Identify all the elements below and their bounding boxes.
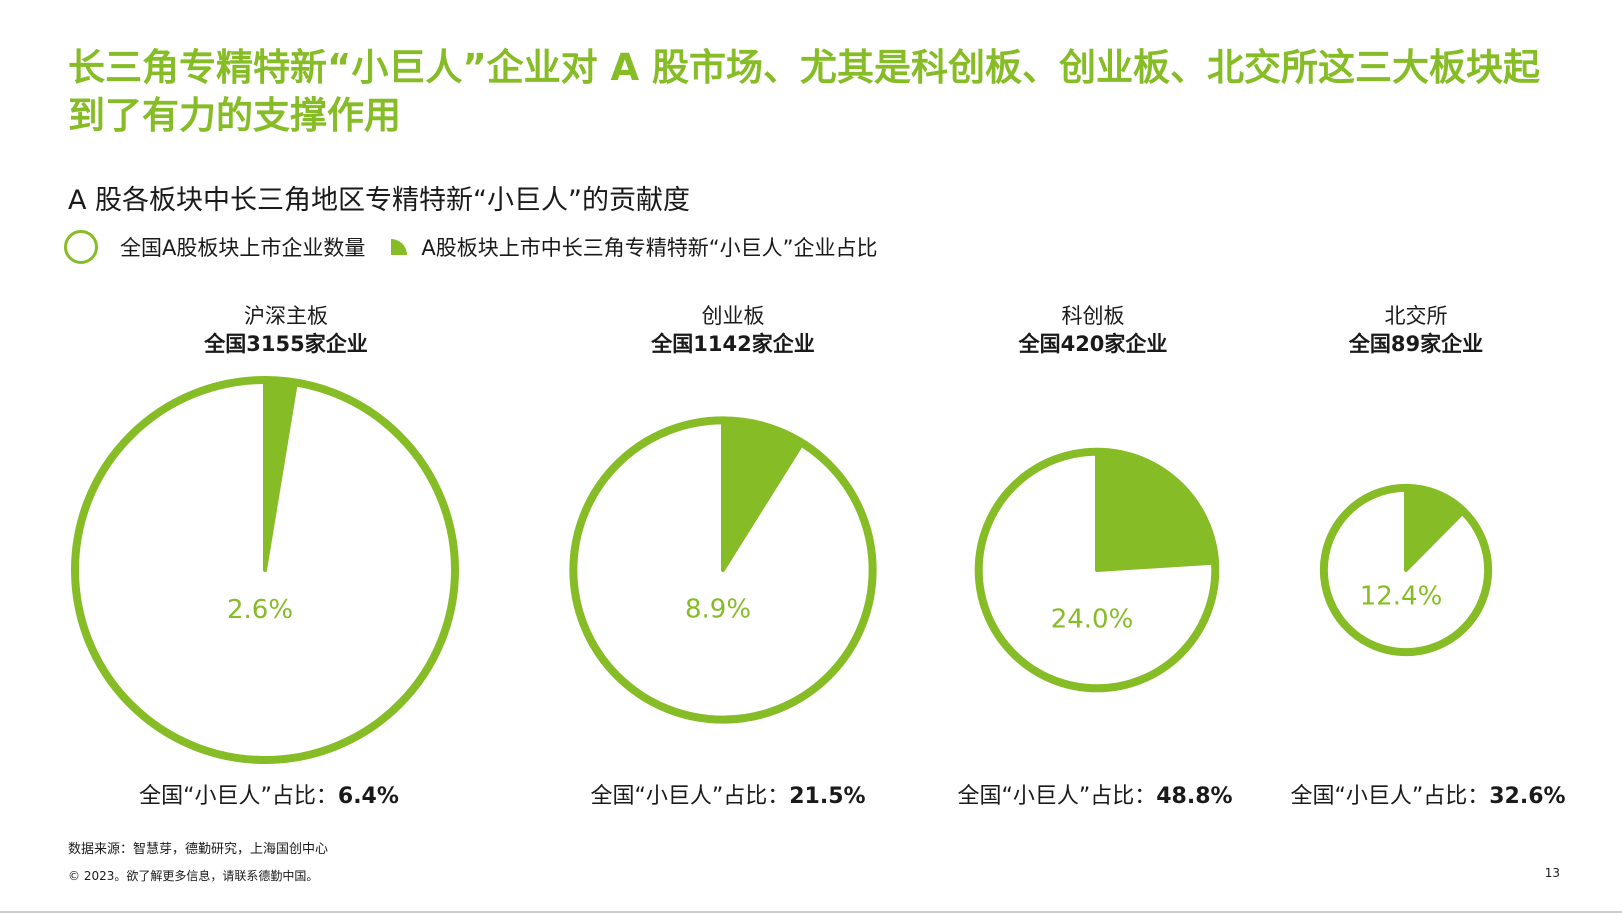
board-label-main: 沪深主板 全国3155家企业 — [204, 304, 368, 356]
pie-2: 24.0% — [974, 447, 1220, 693]
pie-0: 2.6% — [71, 376, 459, 764]
slice-data-label: 2.6% — [227, 595, 293, 625]
board-label-bse: 北交所 全国89家企业 — [1348, 304, 1484, 356]
board-label-chinext: 创业板 全国1142家企业 — [651, 304, 815, 356]
national-share-bse: 全国“小巨人”占比：32.6% — [1290, 784, 1566, 809]
legend-ring-icon — [64, 230, 98, 264]
pie-slice — [263, 378, 298, 572]
slide-title: 长三角专精特新“小巨人”企业对 A 股市场、尤其是科创板、创业板、北交所这三大板… — [68, 46, 1541, 137]
pie-3: 12.4% — [1319, 483, 1493, 657]
source-note: 数据来源：智慧芽，德勤研究，上海国创中心 — [68, 842, 329, 857]
slice-data-label: 12.4% — [1360, 582, 1443, 612]
slice-data-label: 8.9% — [685, 594, 751, 624]
legend-label-share: A股板块上市中长三角专精特新“小巨人”企业占比 — [421, 236, 878, 260]
pie-slice — [1404, 485, 1466, 572]
copyright: © 2023。欲了解更多信息，请联系德勤中国。 — [68, 869, 319, 883]
board-label-star: 科创板 全国420家企业 — [1018, 304, 1168, 356]
national-share-star: 全国“小巨人”占比：48.8% — [957, 784, 1233, 809]
national-share-main: 全国“小巨人”占比：6.4% — [139, 784, 399, 809]
national-share-chinext: 全国“小巨人”占比：21.5% — [590, 784, 866, 809]
legend-label-total: 全国A股板块上市企业数量 — [120, 236, 366, 260]
bottom-divider — [0, 911, 1622, 913]
pie-slice — [721, 418, 805, 572]
slice-data-label: 24.0% — [1051, 604, 1134, 634]
pie-slice — [1095, 449, 1218, 572]
legend: 全国A股板块上市企业数量 A股板块上市中长三角专精特新“小巨人”企业占比 — [64, 230, 878, 264]
chart-title: A 股各板块中长三角地区专精特新“小巨人”的贡献度 — [68, 185, 691, 216]
legend-wedge-icon — [391, 239, 408, 255]
pie-1: 8.9% — [569, 416, 877, 724]
page-number: 13 — [1544, 866, 1560, 880]
